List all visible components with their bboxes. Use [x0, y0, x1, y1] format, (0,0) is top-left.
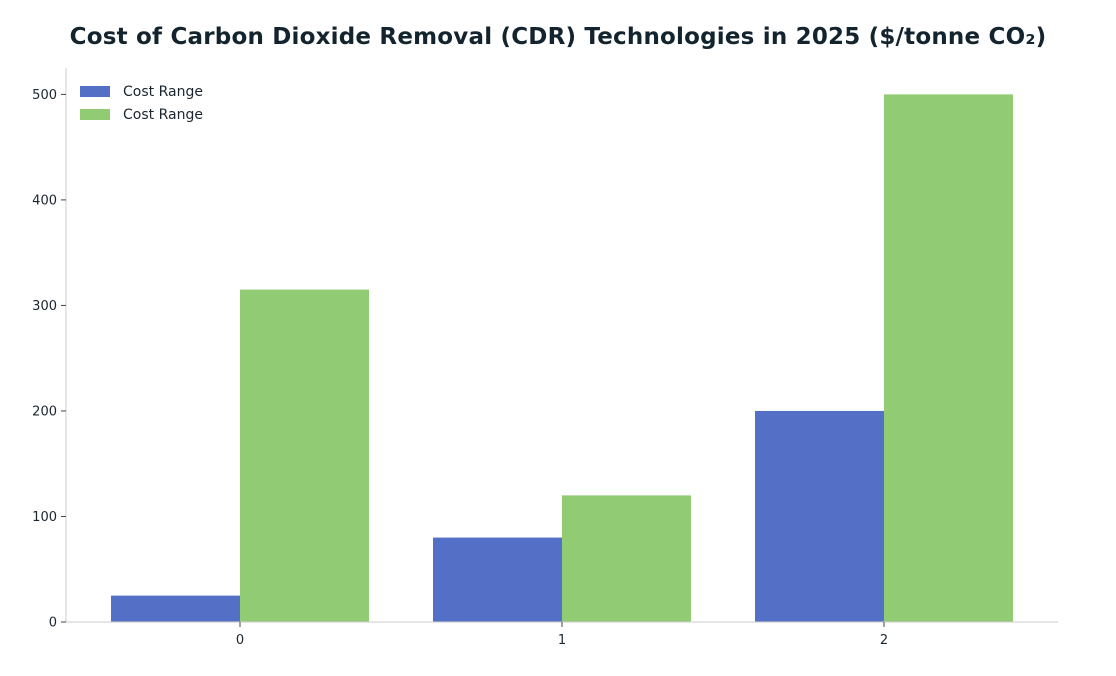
legend-item-series-2: Cost Range [80, 103, 203, 126]
y-tick-label: 0 [49, 616, 57, 631]
legend-label-series-2: Cost Range [123, 106, 203, 123]
y-tick-label: 400 [32, 193, 57, 208]
bar-series-2-cat-0 [240, 289, 369, 622]
y-tick-label: 100 [32, 510, 57, 525]
y-tick-label: 300 [32, 299, 57, 314]
x-tick-label: 0 [236, 633, 244, 648]
bar-series-1-cat-1 [433, 537, 562, 622]
legend: Cost Range Cost Range [80, 80, 203, 126]
y-tick-label: 200 [32, 404, 57, 419]
legend-label-series-1: Cost Range [123, 83, 203, 100]
legend-item-series-1: Cost Range [80, 80, 203, 103]
bar-series-1-cat-0 [111, 595, 240, 622]
y-tick-label: 500 [32, 88, 57, 103]
ticks-group: 0 100 200 300 400 500 0 1 2 [32, 88, 888, 648]
bar-series-2-cat-2 [884, 94, 1013, 622]
bar-series-1-cat-2 [755, 410, 884, 622]
bar-series-2-cat-1 [562, 495, 691, 622]
bars-group [111, 94, 1013, 622]
chart-title: Cost of Carbon Dioxide Removal (CDR) Tec… [69, 24, 1047, 50]
legend-swatch-series-1 [80, 86, 110, 97]
legend-swatch-series-2 [80, 109, 110, 120]
x-tick-label: 2 [880, 633, 888, 648]
x-tick-label: 1 [558, 633, 566, 648]
